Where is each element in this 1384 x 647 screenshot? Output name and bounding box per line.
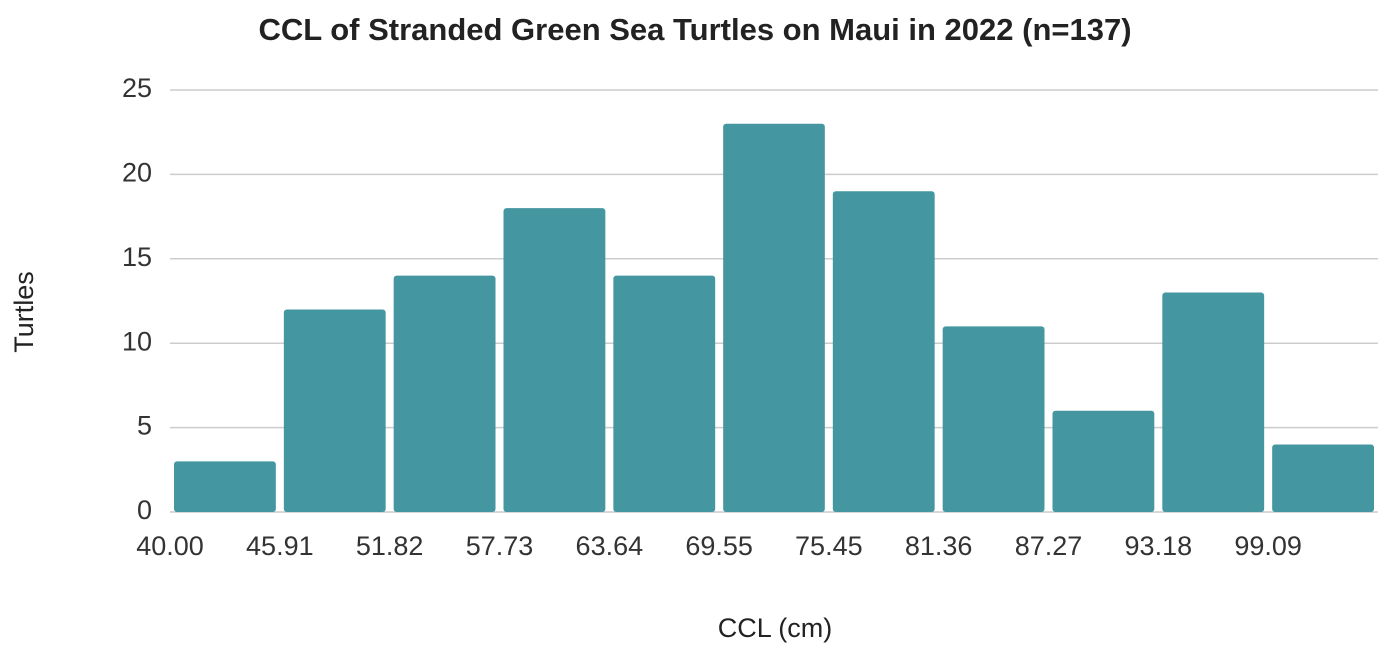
bar [613, 275, 716, 512]
x-tick-label: 57.73 [466, 531, 534, 561]
bar [283, 309, 386, 512]
y-axis-label: Turtles [9, 271, 39, 353]
x-tick-label: 63.64 [576, 531, 644, 561]
bar [942, 326, 1045, 512]
x-tick-label: 87.27 [1015, 531, 1083, 561]
bar [174, 461, 276, 512]
y-tick-label: 10 [122, 326, 152, 356]
x-tick-label: 93.18 [1125, 531, 1193, 561]
bar [832, 191, 935, 512]
x-tick-label: 99.09 [1234, 531, 1302, 561]
y-tick-label: 5 [137, 411, 152, 441]
x-tick-label: 45.91 [246, 531, 314, 561]
x-tick-label: 75.45 [795, 531, 863, 561]
bar [503, 208, 606, 512]
x-tick-label: 69.55 [685, 531, 753, 561]
x-tick-label: 51.82 [356, 531, 424, 561]
bar [723, 123, 825, 512]
bar [1272, 444, 1374, 512]
x-tick-label: 40.00 [136, 531, 204, 561]
x-tick-label: 81.36 [905, 531, 973, 561]
bar [1162, 292, 1265, 512]
x-axis-label: CCL (cm) [718, 613, 833, 643]
bar [393, 275, 496, 512]
y-tick-label: 0 [137, 495, 152, 525]
chart-title: CCL of Stranded Green Sea Turtles on Mau… [258, 12, 1131, 47]
y-tick-label: 20 [122, 158, 152, 188]
y-tick-label: 25 [122, 73, 152, 103]
bar [1052, 410, 1155, 512]
y-tick-label: 15 [122, 242, 152, 272]
